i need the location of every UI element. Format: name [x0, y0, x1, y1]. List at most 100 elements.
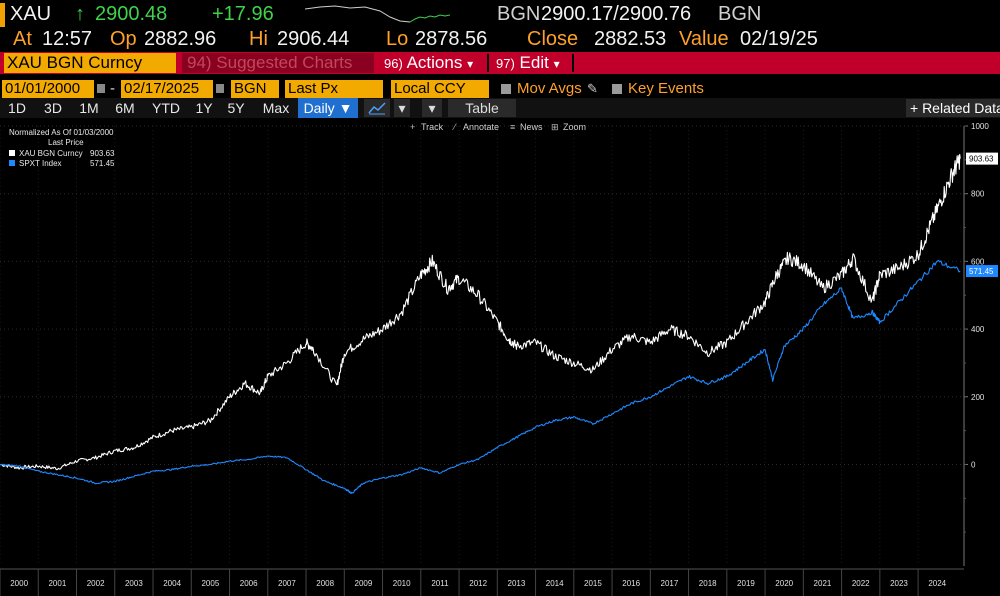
open-label: Op — [110, 28, 137, 50]
x-tick-label: 2009 — [355, 579, 373, 588]
at-label: At — [13, 28, 32, 50]
value-date: 02/19/25 — [740, 28, 818, 50]
chevron-down-icon: ▾ — [553, 57, 560, 71]
x-tick-label: 2005 — [201, 579, 219, 588]
y-axis: 903.63 571.45 0 200 400 600 800 1000 — [963, 122, 998, 566]
x-tick-label: 2017 — [661, 579, 679, 588]
timeframe-max[interactable]: Max — [262, 100, 290, 116]
series-line-spxt — [0, 259, 961, 495]
value-label: Value — [679, 28, 729, 50]
period-selector[interactable]: Daily ▼ — [298, 98, 358, 118]
x-tick-label: 2022 — [852, 579, 870, 588]
mov-avgs-checkbox[interactable] — [501, 84, 511, 94]
news-icon[interactable]: ≡ — [510, 122, 515, 132]
x-tick-label: 2004 — [163, 579, 181, 588]
x-tick-label: 2010 — [393, 579, 411, 588]
start-date-field[interactable]: 01/01/2000 — [2, 80, 94, 98]
calendar-icon[interactable] — [216, 84, 224, 93]
divider — [487, 54, 489, 72]
chart-tools: + Track ⁄ Annotate ≡ News ⊞ Zoom — [410, 122, 586, 132]
currency-selector[interactable]: Local CCY — [391, 80, 489, 98]
timeframe-6m[interactable]: 6M — [115, 100, 135, 116]
close-label: Close — [527, 28, 579, 50]
sparkline — [305, 5, 450, 23]
timeframe-bar: 1D 3D 1M 6M YTD 1Y 5Y Max Daily ▼ ▾ ▾ Ta… — [0, 98, 1000, 118]
ticker-symbol: XAU — [10, 3, 52, 25]
x-tick-label: 2011 — [431, 579, 449, 588]
last-value-label: 903.63 — [969, 155, 994, 164]
crosshair-icon[interactable]: + — [410, 122, 415, 132]
related-data-button[interactable]: + Related Data — [906, 99, 1000, 117]
y-tick-label: 600 — [971, 257, 985, 266]
high-label: Hi — [249, 28, 268, 50]
timeframe-ytd[interactable]: YTD — [152, 100, 180, 116]
y-tick-label: 800 — [971, 190, 985, 199]
x-tick-label: 2019 — [737, 579, 755, 588]
actions-menu[interactable]: 96) Actions ▾ — [384, 52, 473, 74]
table-button[interactable]: Table — [448, 99, 516, 117]
tool-zoom[interactable]: Zoom — [563, 122, 586, 132]
zoom-icon[interactable]: ⊞ — [551, 122, 559, 132]
annotate-icon[interactable]: ⁄ — [452, 122, 457, 132]
x-tick-label: 2006 — [240, 579, 258, 588]
calendar-icon[interactable] — [97, 84, 105, 93]
x-tick-label: 2002 — [87, 579, 105, 588]
mov-avgs-label[interactable]: Mov Avgs — [517, 80, 582, 97]
chevron-down-icon[interactable]: ▾ — [422, 99, 442, 117]
key-events-checkbox[interactable] — [612, 84, 622, 94]
x-tick-label: 2020 — [775, 579, 793, 588]
suggested-charts-button[interactable]: 94) Suggested Charts — [182, 53, 374, 73]
edit-menu-number: 97) — [496, 56, 515, 71]
low-value: 2878.56 — [415, 28, 488, 50]
timeframe-1m[interactable]: 1M — [79, 100, 99, 116]
y-tick-label: 1000 — [971, 122, 989, 131]
timeframe-1y[interactable]: 1Y — [195, 100, 213, 116]
price-change: +17.96 — [212, 3, 274, 25]
open-value: 2882.96 — [144, 28, 217, 50]
line-chart-icon[interactable] — [364, 99, 390, 117]
tool-track[interactable]: Track — [421, 122, 444, 132]
legend-normalized: Normalized As Of 01/03/2000 — [9, 128, 114, 137]
timeframe-1d[interactable]: 1D — [8, 100, 26, 116]
close-value: 2882.53 — [594, 28, 667, 50]
x-tick-label: 2013 — [508, 579, 526, 588]
grid — [0, 125, 964, 566]
tool-annotate[interactable]: Annotate — [463, 122, 499, 132]
source-field[interactable]: BGN — [231, 80, 279, 98]
legend-spxt-name: SPXT Index — [19, 159, 62, 168]
legend: Normalized As Of 01/03/2000 Last Price X… — [9, 128, 115, 168]
security-accent-bar — [0, 3, 5, 27]
y-tick-label: 200 — [971, 393, 985, 402]
ticker-row: XAU ↑ 2900.48 +17.96 BGN 2900.17/2900.76… — [0, 0, 1000, 28]
y-tick-label: 0 — [971, 460, 976, 469]
last-value-marker — [966, 152, 998, 165]
pencil-icon[interactable]: ✎ — [587, 81, 598, 96]
x-tick-label: 2007 — [278, 579, 296, 588]
series-lines — [0, 153, 961, 495]
x-tick-label: 2023 — [890, 579, 908, 588]
bid-ask-source-2: BGN — [718, 3, 762, 25]
key-events-label[interactable]: Key Events — [628, 80, 704, 97]
field-selector[interactable]: Last Px — [285, 80, 383, 98]
x-tick-label: 2018 — [699, 579, 717, 588]
x-tick-label: 2001 — [48, 579, 66, 588]
x-tick-label: 2000 — [10, 579, 28, 588]
quote-row: At 12:57 Op 2882.96 Hi 2906.44 Lo 2878.5… — [0, 26, 1000, 52]
legend-xau-value: 903.63 — [90, 149, 115, 158]
command-bar: XAU BGN Curncy 94) Suggested Charts 96) … — [0, 52, 1000, 74]
chart-type-dropdown[interactable]: ▾ — [394, 99, 410, 117]
last-value-marker — [966, 265, 998, 278]
legend-swatch-spxt — [9, 160, 15, 166]
legend-xau-name: XAU BGN Curncy — [19, 149, 83, 158]
edit-menu[interactable]: 97) Edit ▾ — [496, 52, 560, 74]
end-date-field[interactable]: 02/17/2025 — [121, 80, 213, 98]
legend-last-price: Last Price — [48, 138, 84, 147]
legend-spxt-value: 571.45 — [90, 159, 115, 168]
timeframe-3d[interactable]: 3D — [44, 100, 62, 116]
settings-bar: 01/01/2000 - 02/17/2025 BGN Last Px Loca… — [0, 78, 1000, 100]
edit-menu-label: Edit — [519, 53, 549, 72]
security-field[interactable]: XAU BGN Curncy — [4, 53, 176, 73]
timeframe-5y[interactable]: 5Y — [227, 100, 245, 116]
tool-news[interactable]: News — [520, 122, 543, 132]
